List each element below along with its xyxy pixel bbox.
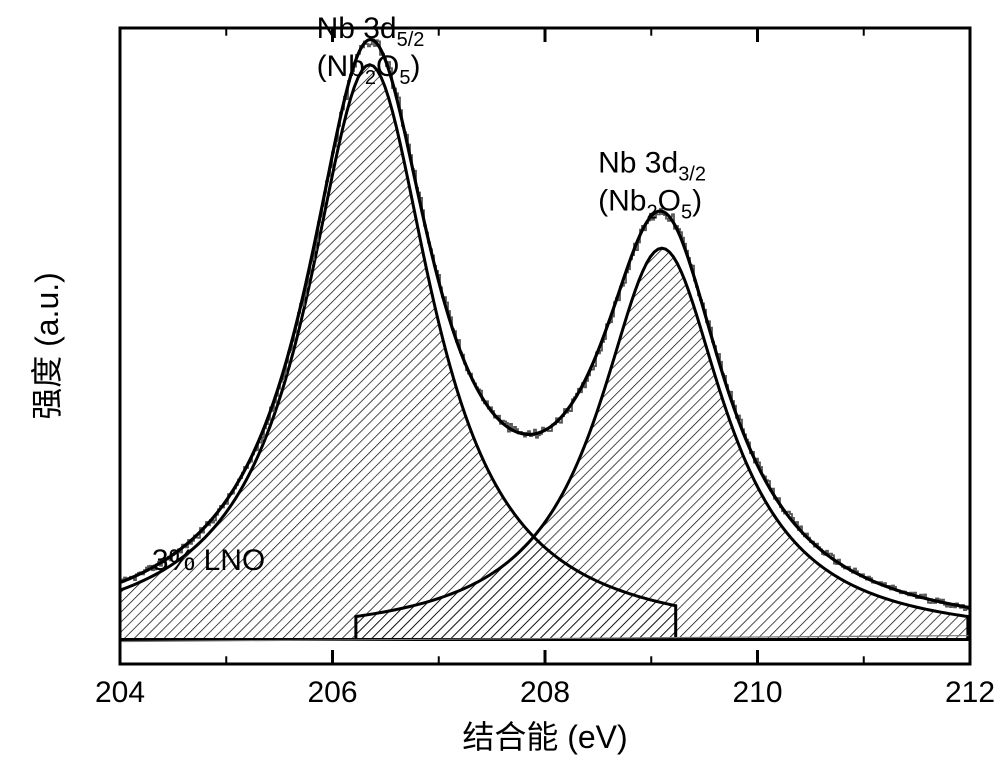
label-3-2-line: (Nb2O5) [598, 185, 702, 224]
y-axis-label: 强度 (a.u.) [29, 272, 65, 420]
xps-chart: 204 206 208 210 212 结合能 (eV) 强度 (a.u.) Nb 3d5/2… [0, 0, 1000, 774]
label-5-2-line: (Nb2O5) [317, 50, 421, 89]
label-5-2: Nb 3d5/2(Nb2O5) [317, 12, 425, 89]
xtick-label: 204 [95, 676, 145, 709]
xtick-label: 212 [945, 676, 995, 709]
xtick-label: 208 [520, 676, 570, 709]
x-axis-label: 结合能 (eV) [462, 719, 627, 755]
label-3-2: Nb 3d3/2(Nb2O5) [598, 147, 706, 224]
xtick-label: 210 [732, 676, 782, 709]
xtick-label: 206 [307, 676, 357, 709]
label-lno-line: 3% LNO [152, 544, 265, 577]
label-lno: 3% LNO [152, 544, 265, 577]
chart-svg: 204 206 208 210 212 结合能 (eV) 强度 (a.u.) Nb 3d5/2… [0, 0, 1000, 774]
label-3-2-line: Nb 3d3/2 [598, 147, 706, 186]
